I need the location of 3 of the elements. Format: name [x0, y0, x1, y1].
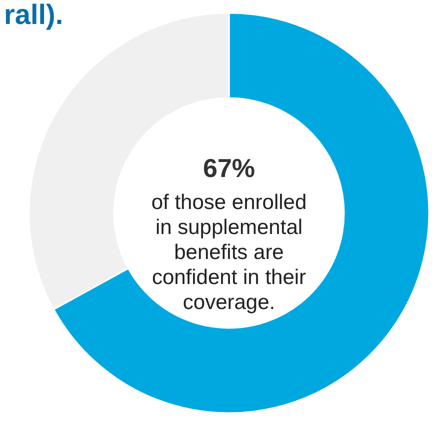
text: of those enrolled in supplemental benefits are confident in their coverage.: [151, 191, 307, 314]
text: 67%: [202, 153, 256, 183]
chart-title: rall).: [4, 0, 64, 30]
